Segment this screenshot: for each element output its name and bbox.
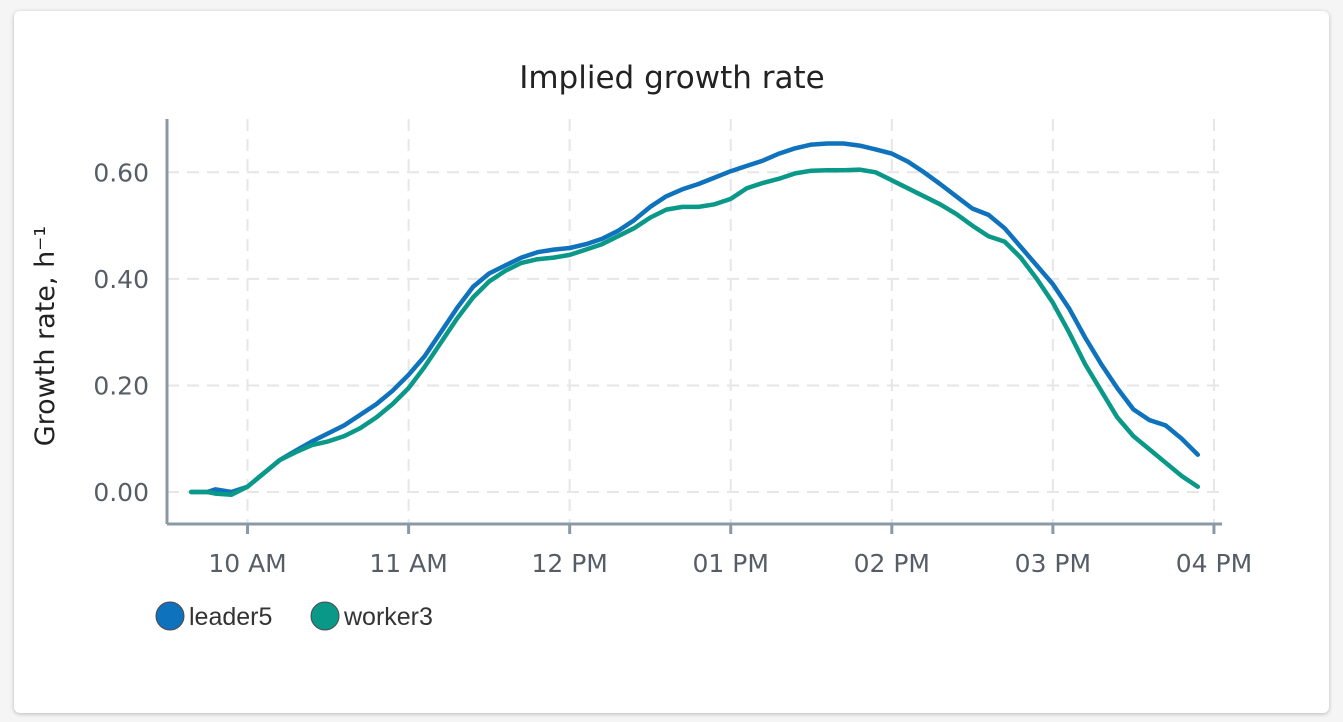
x-tick-label: 10 AM: [208, 549, 286, 578]
x-ticks: 10 AM 11 AM 12 PM 01 PM 02 PM 03 PM 04 PM: [208, 524, 1252, 578]
y-tick-label: 0.40: [93, 265, 149, 294]
legend-item-leader5[interactable]: leader5: [155, 601, 272, 631]
x-tick-label: 03 PM: [1015, 549, 1091, 578]
series-line-worker3: [188, 167, 1201, 497]
series-line-leader5: [188, 141, 1201, 495]
y-tick-label: 0.00: [93, 478, 149, 507]
y-axis-label: Growth rate, h⁻¹: [30, 226, 61, 447]
legend-label: leader5: [189, 603, 272, 631]
x-tick-label: 02 PM: [854, 549, 930, 578]
axes: [165, 119, 1222, 526]
y-ticks: 0.00 0.20 0.40 0.60: [93, 158, 149, 507]
x-tick-label: 04 PM: [1176, 549, 1252, 578]
y-tick-label: 0.20: [93, 371, 149, 400]
series-lines: [188, 141, 1201, 497]
y-tick-label: 0.60: [93, 158, 149, 187]
chart-title: Implied growth rate: [519, 60, 825, 96]
growth-rate-chart: Implied growth rate Growth rate, h⁻¹ 0.0…: [30, 60, 1252, 631]
legend-marker: [310, 601, 340, 631]
legend-item-worker3[interactable]: worker3: [310, 601, 433, 631]
x-tick-label: 01 PM: [693, 549, 769, 578]
legend-marker: [155, 601, 185, 631]
x-tick-label: 12 PM: [531, 549, 607, 578]
x-tick-label: 11 AM: [369, 549, 447, 578]
chart-card: Implied growth rate Growth rate, h⁻¹ 0.0…: [14, 11, 1329, 713]
legend-label: worker3: [343, 603, 433, 631]
grid-lines: [167, 119, 1222, 524]
legend[interactable]: leader5 worker3: [155, 601, 433, 631]
